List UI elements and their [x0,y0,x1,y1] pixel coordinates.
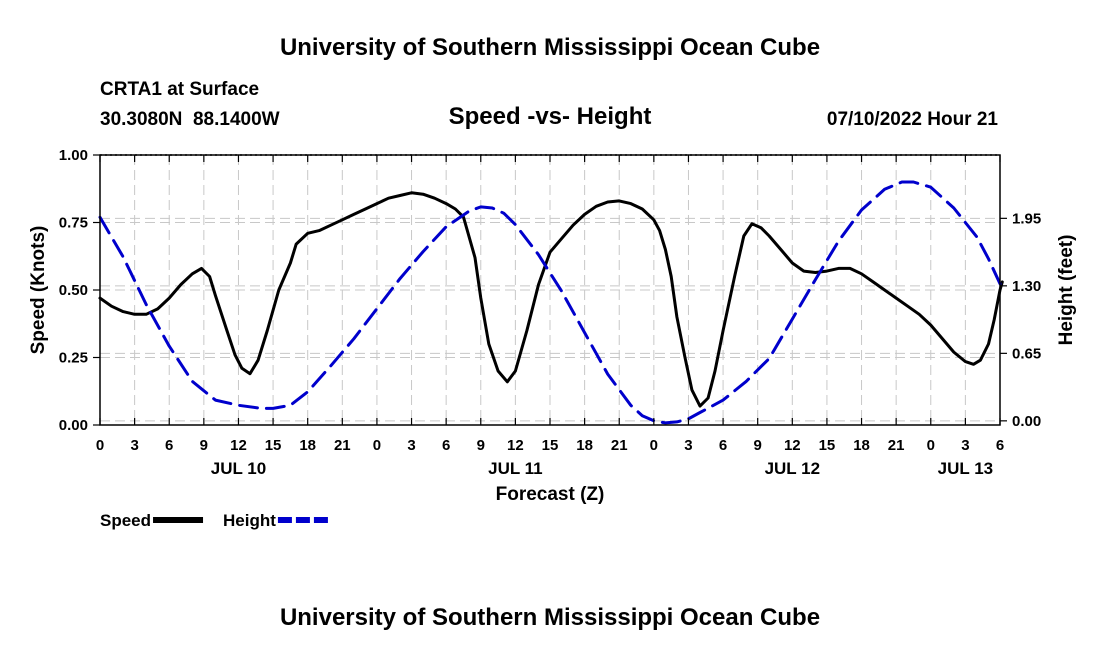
y2-tick-label: 0.00 [1012,413,1041,430]
series-line-height [98,180,1002,425]
x-tick-label: 3 [130,437,138,454]
x-tick-label: 21 [334,437,351,454]
chart-title: University of Southern Mississippi Ocean… [280,34,820,61]
series-line-speed [98,191,1004,408]
x-tick-label: 6 [442,437,450,454]
x-axis-title: Forecast (Z) [496,484,605,505]
y2-tick-label: 1.95 [1012,210,1041,227]
y-tick-label: 0.00 [59,417,88,434]
x-tick-label: 0 [927,437,935,454]
y-tick-label: 1.00 [59,147,88,164]
y-axis-title: Speed (Knots) [28,226,49,355]
x-tick-label: 6 [165,437,173,454]
y-tick-label: 0.75 [59,215,88,232]
x-tick-label: 15 [542,437,559,454]
x-tick-label: 3 [961,437,969,454]
y-tick-label: 0.50 [59,282,88,299]
y-tick-label: 0.25 [59,350,88,367]
legend-label-height: Height [223,511,276,530]
axes: 0 3 6 9 12 15 18 21 0 3 6 9 12 15 18 21 0 3 6 9 12 15 18 21 0 3 6J… [59,147,1041,478]
x-day-label: JUL 11 [488,459,543,478]
series-layer [98,180,1004,425]
x-tick-label: 18 [853,437,870,454]
x-tick-label: 12 [507,437,524,454]
station-coords: 30.3080N 88.1400W [100,109,280,130]
x-tick-label: 18 [576,437,593,454]
x-tick-label: 18 [299,437,316,454]
x-tick-label: 12 [784,437,801,454]
x-tick-label: 21 [888,437,905,454]
x-tick-label: 15 [265,437,282,454]
legend: Speed Height [100,511,328,530]
x-tick-label: 0 [96,437,104,454]
x-tick-label: 0 [373,437,381,454]
x-tick-label: 15 [819,437,836,454]
x-tick-label: 9 [477,437,485,454]
x-tick-label: 3 [407,437,415,454]
x-day-label: JUL 12 [765,459,820,478]
chart-subtitle: Speed -vs- Height [449,103,652,130]
x-tick-label: 6 [719,437,727,454]
x-tick-label: 21 [611,437,628,454]
y2-tick-label: 0.65 [1012,345,1041,362]
x-tick-label: 3 [684,437,692,454]
x-tick-label: 9 [754,437,762,454]
y2-axis-title: Height (feet) [1056,235,1077,346]
x-day-label: JUL 10 [211,459,266,478]
x-day-label: JUL 13 [938,459,993,478]
forecast-datetime: 07/10/2022 Hour 21 [827,109,999,130]
x-tick-label: 12 [230,437,247,454]
station-label: CRTA1 at Surface [100,79,259,100]
gridlines [100,154,1000,425]
legend-label-speed: Speed [100,511,151,530]
x-tick-label: 9 [200,437,208,454]
footer-title: University of Southern Mississippi Ocean… [280,604,820,631]
x-tick-label: 6 [996,437,1004,454]
y2-tick-label: 1.30 [1012,278,1041,295]
x-tick-label: 0 [650,437,658,454]
